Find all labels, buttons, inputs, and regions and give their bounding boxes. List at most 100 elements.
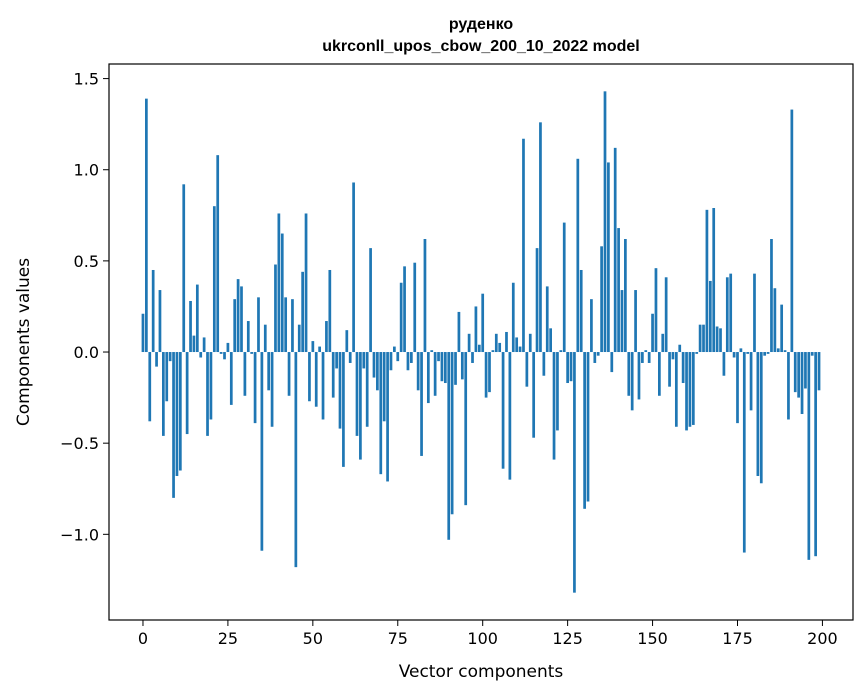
bar [372, 352, 376, 378]
bar [719, 328, 722, 353]
x-tick-label: 75 [388, 629, 408, 648]
y-tick-label: 0.5 [74, 252, 99, 271]
bar [814, 352, 817, 557]
bar [573, 352, 576, 593]
bar [212, 206, 216, 353]
bar [715, 326, 719, 353]
bar [491, 350, 495, 353]
bar [243, 352, 247, 396]
bar [488, 352, 491, 393]
bar [471, 352, 474, 363]
bar [810, 352, 814, 356]
bar [481, 293, 485, 353]
bar [634, 290, 637, 353]
bar [787, 352, 790, 420]
bar [393, 346, 396, 353]
bar [209, 352, 213, 420]
bar [168, 352, 172, 362]
bar [542, 352, 546, 376]
x-tick-label: 150 [637, 629, 668, 648]
bar [732, 352, 736, 358]
bar [338, 352, 342, 429]
x-axis-label: Vector components [399, 662, 564, 682]
bar [457, 311, 461, 353]
bar [753, 273, 756, 353]
bar [535, 248, 539, 353]
bar [141, 313, 145, 353]
bar [776, 348, 780, 353]
bar [671, 352, 675, 360]
bar [270, 352, 274, 427]
bar [447, 352, 451, 540]
bar [223, 352, 226, 360]
bar [583, 352, 586, 509]
bar [698, 324, 702, 353]
bar [725, 277, 729, 353]
bar [287, 352, 291, 396]
bar [477, 344, 481, 353]
bar [793, 352, 797, 393]
bar [430, 350, 434, 353]
bar [294, 352, 298, 568]
bar [263, 324, 267, 353]
bar [661, 333, 665, 353]
bar [617, 228, 620, 353]
bar [325, 321, 328, 353]
bar [348, 352, 352, 363]
x-tick-label: 50 [303, 629, 323, 648]
bar [250, 352, 254, 354]
bar [505, 331, 508, 353]
chart-subtitle: ukrconll_upos_cbow_200_10_2022 model [322, 38, 639, 55]
x-tick-label: 25 [218, 629, 238, 648]
bar [678, 344, 682, 353]
bar [423, 239, 427, 353]
bar [474, 306, 478, 353]
bar [742, 352, 746, 553]
bar [593, 352, 597, 363]
bar [511, 282, 515, 353]
bar [396, 352, 400, 362]
plot-area-frame [108, 63, 854, 621]
bar [369, 248, 372, 353]
bar [658, 352, 661, 396]
bar [695, 352, 699, 354]
bar [783, 350, 787, 353]
bar [804, 352, 807, 389]
bar [668, 352, 671, 387]
bar [759, 352, 763, 484]
bar [539, 122, 542, 353]
bar [195, 284, 199, 353]
bar [691, 352, 695, 425]
bar [178, 352, 182, 471]
bar [464, 352, 468, 506]
bar [688, 352, 692, 427]
bar [246, 321, 250, 353]
bar [182, 184, 186, 353]
bar [345, 330, 349, 353]
y-axis-label: Components values [14, 258, 34, 426]
bar [403, 266, 406, 353]
bar [328, 269, 332, 353]
bar [770, 239, 773, 353]
bar [376, 352, 379, 391]
bar [335, 352, 338, 369]
bar [522, 138, 525, 353]
bar [484, 352, 488, 398]
bar [433, 352, 437, 396]
bar [437, 352, 440, 362]
bar [450, 352, 454, 515]
bar [145, 98, 148, 353]
bar [253, 352, 257, 424]
bar [817, 352, 821, 391]
bar [807, 352, 811, 560]
bar [454, 352, 457, 385]
bar [240, 286, 243, 353]
x-tick-label: 200 [807, 629, 838, 648]
bar [637, 352, 641, 400]
bar [797, 352, 800, 398]
bar [280, 233, 284, 353]
bar [443, 352, 447, 384]
bar [192, 335, 196, 353]
bar [352, 182, 355, 353]
bar [162, 352, 165, 436]
